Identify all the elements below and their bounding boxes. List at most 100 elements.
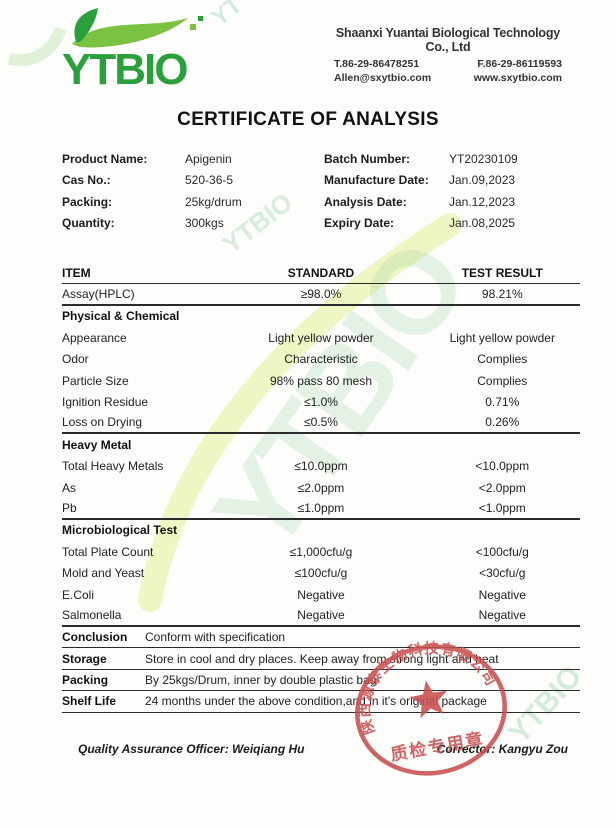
spec-item-cell: Microbiological Test xyxy=(62,523,178,538)
spec-standard-cell: Negative xyxy=(297,587,345,602)
product-info-value: 300kgs xyxy=(185,216,224,231)
product-info-row: Packing: 25kg/drum xyxy=(62,191,324,213)
spec-standard-cell: ≥98.0% xyxy=(300,287,342,302)
spec-data-row: Odor Characteristic Complies xyxy=(62,349,580,370)
spec-result-cell: <1.0ppm xyxy=(478,500,526,515)
spec-data-row: Pb ≤1.0ppm <1.0ppm xyxy=(62,498,580,520)
spec-standard-cell: ≤2.0ppm xyxy=(297,480,345,495)
spec-standard-cell: ≤0.5% xyxy=(304,415,338,430)
summary-row: Shelf Life 24 months under the above cond… xyxy=(62,691,580,713)
spec-data-row: Total Plate Count ≤1,000cfu/g <100cfu/g xyxy=(62,541,580,562)
qa-officer-signature: Quality Assurance Officer: Weiqiang Hu xyxy=(78,742,305,756)
product-info-row: Quantity: 300kgs xyxy=(62,213,324,235)
phone-fax-row: T.86-29-86478251 F.86-29-86119593 xyxy=(328,58,568,70)
website-url[interactable]: www.sxytbio.com xyxy=(473,72,562,84)
spec-section-row: Physical & Chemical xyxy=(62,306,580,327)
spec-result-cell: Negative xyxy=(478,607,526,622)
header: YTBIO Shaanxi Yuantai Biological Technol… xyxy=(0,0,616,95)
corrector-signature: Corrector: Kangyu Zou xyxy=(436,742,568,756)
summary-row: Storage Store in cool and dry places. Kee… xyxy=(62,648,580,670)
spec-item-cell: Mold and Yeast xyxy=(62,566,145,581)
product-info-row: Product Name: Apigenin xyxy=(62,148,324,170)
specification-table: ITEM STANDARD TEST RESULT Assay(HPLC) ≥98.0%… xyxy=(62,263,580,627)
product-info-label: Batch Number: xyxy=(324,151,411,166)
logo-swoosh xyxy=(72,18,188,48)
summary-value: By 25kgs/Drum, inner by double plastic b… xyxy=(145,672,377,687)
spec-result-cell: 98.21% xyxy=(481,287,523,302)
product-info-row: Batch Number: YT20230109 xyxy=(324,148,582,170)
spec-header-row: ITEM STANDARD TEST RESULT xyxy=(62,263,580,285)
spec-section-row: Microbiological Test xyxy=(62,520,580,541)
spec-data-row: Assay(HPLC) ≥98.0% 98.21% xyxy=(62,284,580,306)
spec-item-cell: Odor xyxy=(62,352,89,367)
product-info-row: Expiry Date: Jan.08,2025 xyxy=(324,213,582,235)
summary-label: Conclusion xyxy=(62,630,128,645)
spec-data-row: Salmonella Negative Negative xyxy=(62,605,580,627)
spec-result-cell: <100cfu/g xyxy=(475,544,529,559)
spec-data-row: As ≤2.0ppm <2.0ppm xyxy=(62,477,580,498)
spec-data-row: E.Coli Negative Negative xyxy=(62,584,580,605)
product-info-value: 520-36-5 xyxy=(185,173,234,188)
spec-standard-cell: Negative xyxy=(297,607,345,622)
spec-result-cell: <30cfu/g xyxy=(479,566,526,581)
email-address[interactable]: Allen@sxytbio.com xyxy=(334,72,432,84)
spec-result-cell: Complies xyxy=(477,373,528,388)
summary-label: Storage xyxy=(62,651,107,666)
spec-standard-cell: Characteristic xyxy=(284,352,358,367)
spec-standard-cell: ≤1.0% xyxy=(304,395,338,410)
product-info-row: Cas No.: 520-36-5 xyxy=(62,170,324,192)
spec-item-cell: Heavy Metal xyxy=(62,437,132,452)
spec-standard-cell: ≤10.0ppm xyxy=(294,459,348,474)
spec-result-cell: 0.26% xyxy=(485,415,520,430)
spec-data-row: Mold and Yeast ≤100cfu/g <30cfu/g xyxy=(62,562,580,583)
summary-value: 24 months under the above condition,and … xyxy=(145,694,487,709)
spec-standard-cell: ≤1,000cfu/g xyxy=(289,544,353,559)
product-info-label: Product Name: xyxy=(62,151,148,166)
product-info-label: Expiry Date: xyxy=(324,216,395,231)
spec-item-cell: Loss on Drying xyxy=(62,415,143,430)
spec-result-cell: Complies xyxy=(477,352,528,367)
spec-item-cell: Total Plate Count xyxy=(62,544,154,559)
product-info-label: Cas No.: xyxy=(62,173,111,188)
summary-value: Store in cool and dry places. Keep away … xyxy=(145,651,499,666)
signature-row: Quality Assurance Officer: Weiqiang Hu C… xyxy=(62,742,580,756)
logo-leaf xyxy=(74,8,98,42)
product-info-right-column: Batch Number: YT20230109 Manufacture Date:… xyxy=(324,148,582,234)
fax-number: F.86-29-86119593 xyxy=(477,58,562,70)
product-info-value: Jan.08,2025 xyxy=(449,216,516,231)
spec-standard-cell: Light yellow powder xyxy=(268,330,374,345)
spec-item-cell: Particle Size xyxy=(62,373,129,388)
summary-row: Conclusion Conform with specification xyxy=(62,627,580,649)
product-info-label: Analysis Date: xyxy=(324,194,407,209)
spec-data-row: Total Heavy Metals ≤10.0ppm <10.0ppm xyxy=(62,456,580,477)
spec-standard-cell: 98% pass 80 mesh xyxy=(269,373,373,388)
spec-standard-cell: ≤100cfu/g xyxy=(294,566,348,581)
spec-item-cell: Ignition Residue xyxy=(62,395,149,410)
spec-data-row: Ignition Residue ≤1.0% 0.71% xyxy=(62,391,580,412)
company-logo: YTBIO xyxy=(62,8,203,93)
product-info-value: 25kg/drum xyxy=(185,194,242,209)
product-info-value: Apigenin xyxy=(185,151,232,166)
spec-result-cell: <10.0ppm xyxy=(475,459,530,474)
summary-row: Packing By 25kgs/Drum, inner by double pl… xyxy=(62,670,580,692)
spec-item-cell: As xyxy=(62,480,77,495)
spec-item-cell: ITEM xyxy=(62,266,91,281)
spec-standard-cell: ≤1.0ppm xyxy=(297,500,345,515)
spec-data-row: Appearance Light yellow powder Light yello… xyxy=(62,327,580,348)
product-info-label: Manufacture Date: xyxy=(324,173,429,188)
spec-item-cell: Salmonella xyxy=(62,607,122,622)
spec-result-cell: Negative xyxy=(478,587,526,602)
spec-result-cell: Light yellow powder xyxy=(449,330,555,345)
summary-label: Packing xyxy=(62,672,109,687)
qc-stamp: 陕西源泰生物科技有限公司 质检专用章 xyxy=(350,640,507,776)
product-info-row: Analysis Date: Jan.12,2023 xyxy=(324,191,582,213)
product-info: Product Name: Apigenin Cas No.: 520-36-5 Pac… xyxy=(62,148,582,234)
email-web-row: Allen@sxytbio.com www.sxytbio.com xyxy=(328,72,568,84)
spec-standard-cell: STANDARD xyxy=(287,266,355,281)
spec-item-cell: Physical & Chemical xyxy=(62,309,180,324)
product-info-value: Jan.12,2023 xyxy=(449,194,516,209)
page-title: CERTIFICATE OF ANALYSIS xyxy=(177,109,439,130)
company-name: Shaanxi Yuantai Biological Technology Co… xyxy=(335,26,561,54)
stamp-star xyxy=(409,680,447,719)
logo-text: YTBIO xyxy=(62,45,187,93)
